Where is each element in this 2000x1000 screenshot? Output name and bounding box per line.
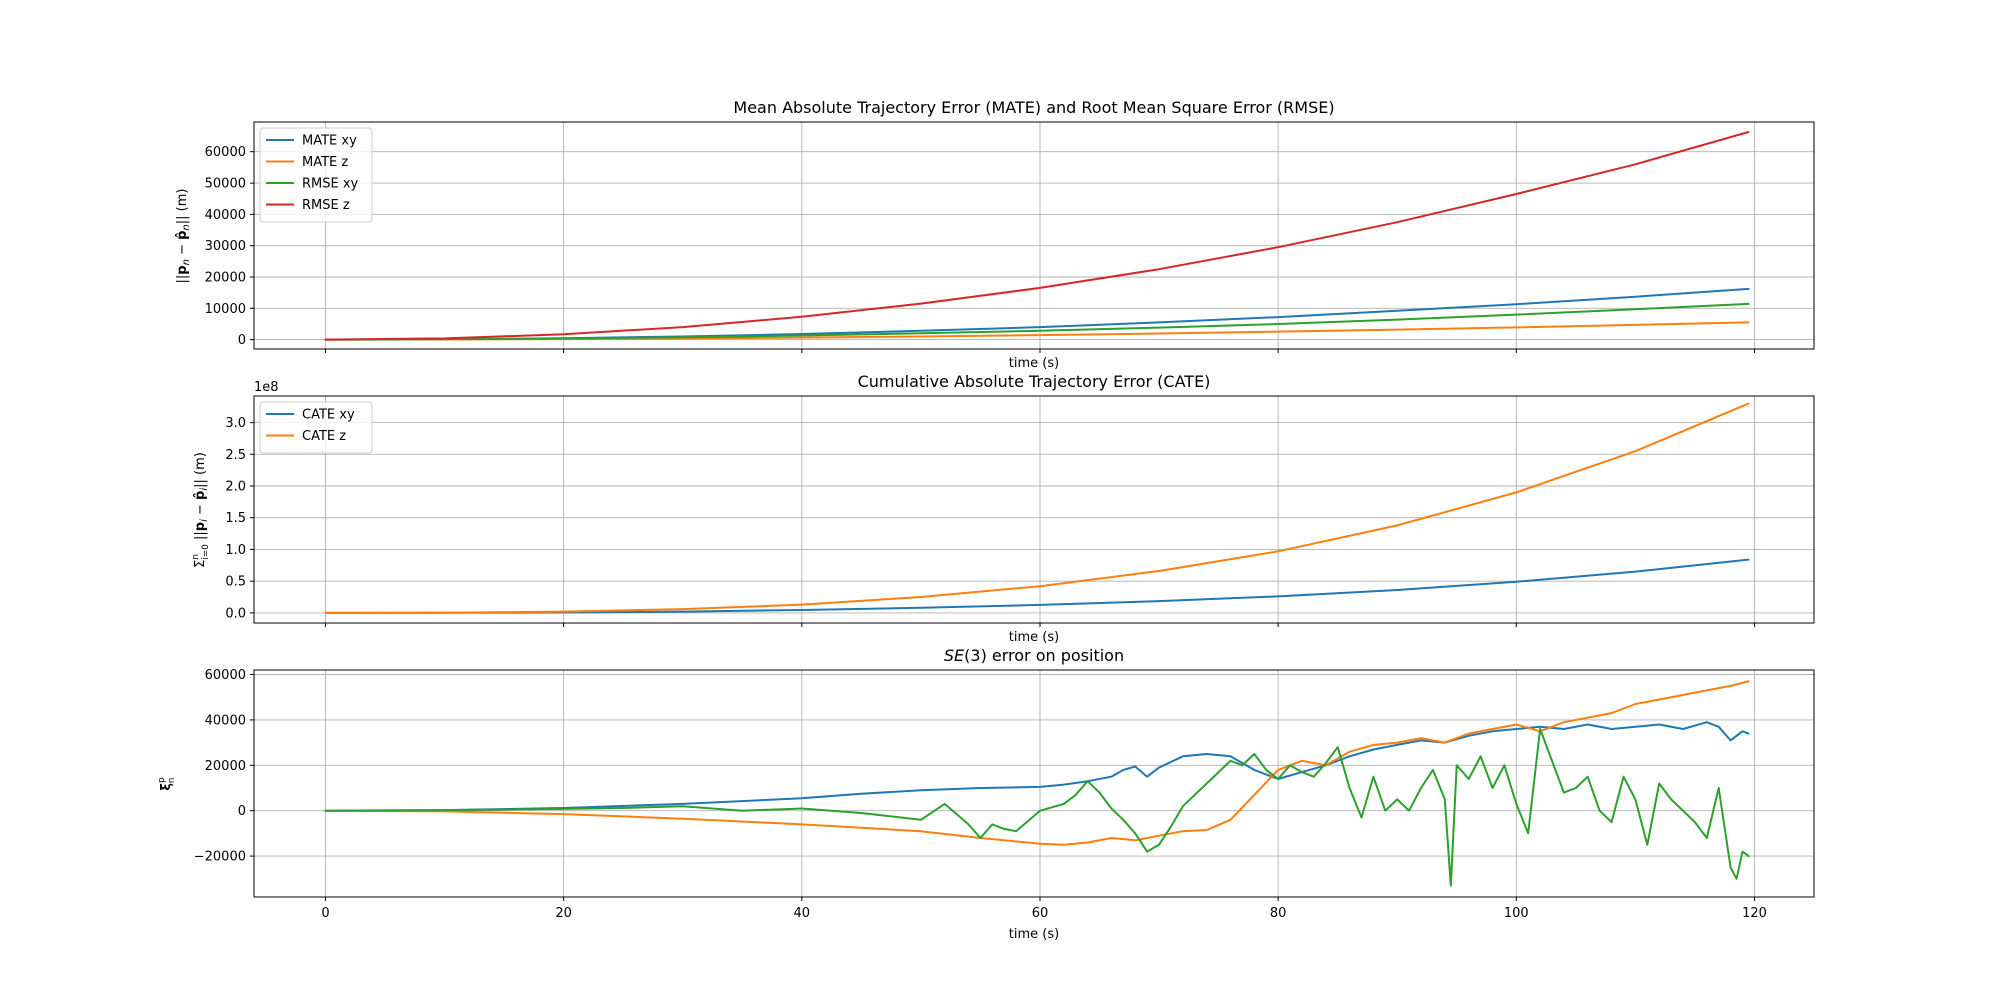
axis-ticks: 0.0 0.5 1.0 1.5 2.0 2.5 3.0 [225, 416, 1755, 627]
y-tick-label: 30000 [205, 239, 246, 254]
mate-rmse-panel: Mean Absolute Trajectory Error (MATE) an… [175, 98, 1815, 371]
y-tick-label: 10000 [205, 302, 246, 317]
x-tick-label: 0 [321, 906, 329, 921]
legend-label: RMSE xy [302, 177, 359, 192]
series-lines [324, 680, 1750, 887]
y-axis-offset-text: 1e8 [254, 380, 279, 395]
panel-title: Mean Absolute Trajectory Error (MATE) an… [733, 98, 1334, 117]
y-axis-label: ||pn − p̂n|| (m) [175, 189, 192, 284]
panel-title: SE(3) error on position [944, 646, 1124, 665]
series-line-1 [324, 680, 1750, 846]
grid [254, 122, 1814, 349]
x-tick-label: 100 [1504, 906, 1529, 921]
x-tick-label: 20 [555, 906, 572, 921]
axis-ticks: 0 20 40 60 80 100 120 −20000 0 20000 40000 60000 [194, 668, 1767, 921]
x-tick-label: 60 [1032, 906, 1049, 921]
legend-box [259, 127, 373, 223]
x-tick-label: 80 [1270, 906, 1287, 921]
grid [254, 670, 1814, 897]
x-axis-label: time (s) [1009, 927, 1059, 942]
x-axis-label: time (s) [1009, 630, 1059, 645]
y-tick-label: 60000 [205, 668, 246, 683]
series-lines [324, 402, 1750, 614]
legend-label: MATE z [302, 155, 348, 170]
y-axis-label: ξpn [157, 777, 177, 791]
y-tick-label: 2.0 [225, 480, 246, 495]
y-tick-label: 1.5 [225, 511, 246, 526]
grid [254, 396, 1814, 623]
y-tick-label: 1.0 [225, 543, 246, 558]
legend-label: MATE xy [302, 134, 357, 149]
legend-label: CATE xy [302, 408, 355, 423]
x-axis-label: time (s) [1009, 356, 1059, 371]
series-line-3 [324, 131, 1750, 341]
se3-position-panel: SE(3) error on position 0 20 40 60 80 100 120 −… [157, 646, 1815, 942]
series-line-1 [324, 402, 1750, 614]
plot-frame [253, 121, 1815, 350]
x-tick-label: 40 [794, 906, 811, 921]
y-tick-label: 40000 [205, 208, 246, 223]
series-line-2 [324, 728, 1750, 887]
cate-panel: Cumulative Absolute Trajectory Error (CA… [191, 372, 1815, 645]
y-tick-label: 0.5 [225, 575, 246, 590]
y-axis-label: Σni=0 ||pi − p̂i|| (m) [191, 452, 211, 568]
y-tick-label: 2.5 [225, 448, 246, 463]
legend-label: CATE z [302, 429, 346, 444]
panel-title: Cumulative Absolute Trajectory Error (CA… [858, 372, 1211, 391]
y-tick-label: 0 [238, 804, 246, 819]
plot-frame [253, 669, 1815, 898]
y-tick-label: 50000 [205, 177, 246, 192]
y-tick-label: 40000 [205, 713, 246, 728]
y-tick-label: 0.0 [225, 606, 246, 621]
y-tick-label: 3.0 [225, 416, 246, 431]
y-tick-label: 60000 [205, 145, 246, 160]
legend: MATE xy MATE z RMSE xy RMSE z [259, 127, 373, 223]
x-tick-label: 120 [1742, 906, 1767, 921]
y-tick-label: 20000 [205, 271, 246, 286]
series-line-2 [324, 302, 1750, 341]
series-lines [324, 131, 1750, 341]
y-tick-label: 20000 [205, 759, 246, 774]
y-tick-label: 0 [238, 333, 246, 348]
axis-ticks: 0 10000 20000 30000 40000 50000 60000 [205, 145, 1755, 353]
legend: CATE xy CATE z [259, 401, 373, 454]
y-tick-label: −20000 [194, 850, 246, 865]
legend-label: RMSE z [302, 198, 350, 213]
plot-frame [253, 395, 1815, 624]
